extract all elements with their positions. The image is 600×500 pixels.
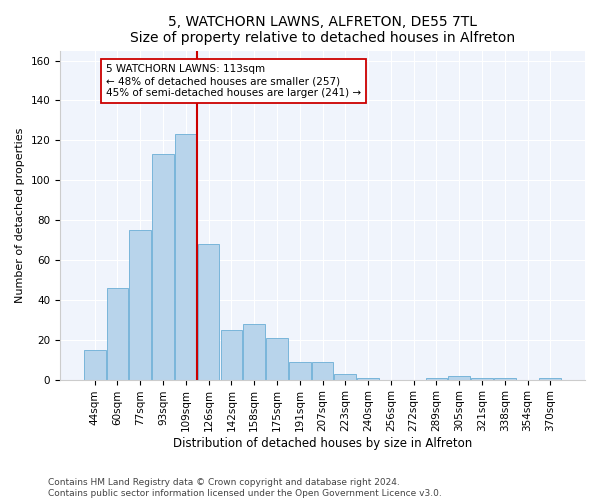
Text: Contains HM Land Registry data © Crown copyright and database right 2024.
Contai: Contains HM Land Registry data © Crown c… [48,478,442,498]
Bar [425,378,447,380]
Bar [84,350,106,380]
Bar [471,378,493,380]
Y-axis label: Number of detached properties: Number of detached properties [15,128,25,303]
Bar [311,362,334,380]
Bar [289,362,311,380]
Bar [357,378,379,380]
Bar [334,374,356,380]
Bar [152,154,174,380]
Bar [130,230,151,380]
Bar [539,378,561,380]
Text: 5 WATCHORN LAWNS: 113sqm
← 48% of detached houses are smaller (257)
45% of semi-: 5 WATCHORN LAWNS: 113sqm ← 48% of detach… [106,64,361,98]
Bar [107,288,128,380]
Bar [244,324,265,380]
X-axis label: Distribution of detached houses by size in Alfreton: Distribution of detached houses by size … [173,437,472,450]
Bar [266,338,288,380]
Bar [221,330,242,380]
Bar [494,378,515,380]
Bar [198,244,220,380]
Title: 5, WATCHORN LAWNS, ALFRETON, DE55 7TL
Size of property relative to detached hous: 5, WATCHORN LAWNS, ALFRETON, DE55 7TL Si… [130,15,515,45]
Bar [175,134,197,380]
Bar [448,376,470,380]
